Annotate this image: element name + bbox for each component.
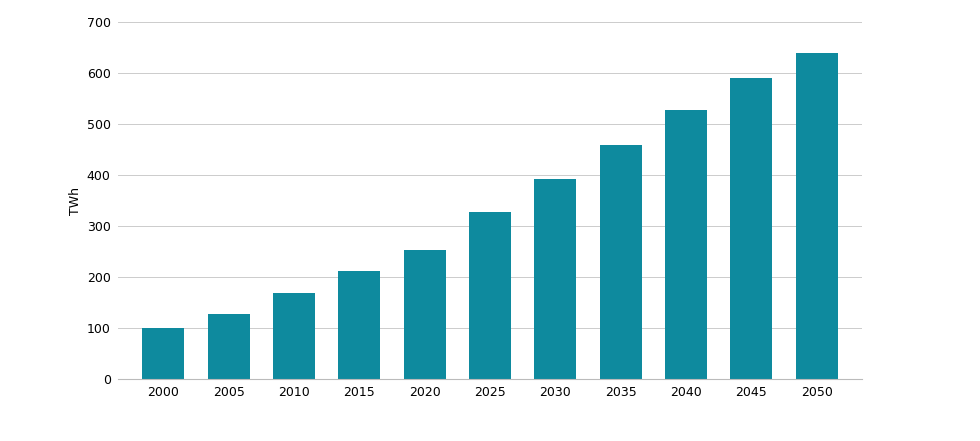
Bar xyxy=(273,292,315,379)
Bar xyxy=(208,314,250,379)
Bar xyxy=(142,328,184,379)
Bar xyxy=(534,179,576,379)
Bar xyxy=(665,110,707,379)
Bar xyxy=(730,78,772,379)
Bar xyxy=(600,145,642,379)
Bar xyxy=(338,271,380,379)
Y-axis label: TWh: TWh xyxy=(69,187,82,215)
Bar xyxy=(469,212,511,379)
Bar xyxy=(404,250,446,379)
Bar xyxy=(796,52,838,379)
